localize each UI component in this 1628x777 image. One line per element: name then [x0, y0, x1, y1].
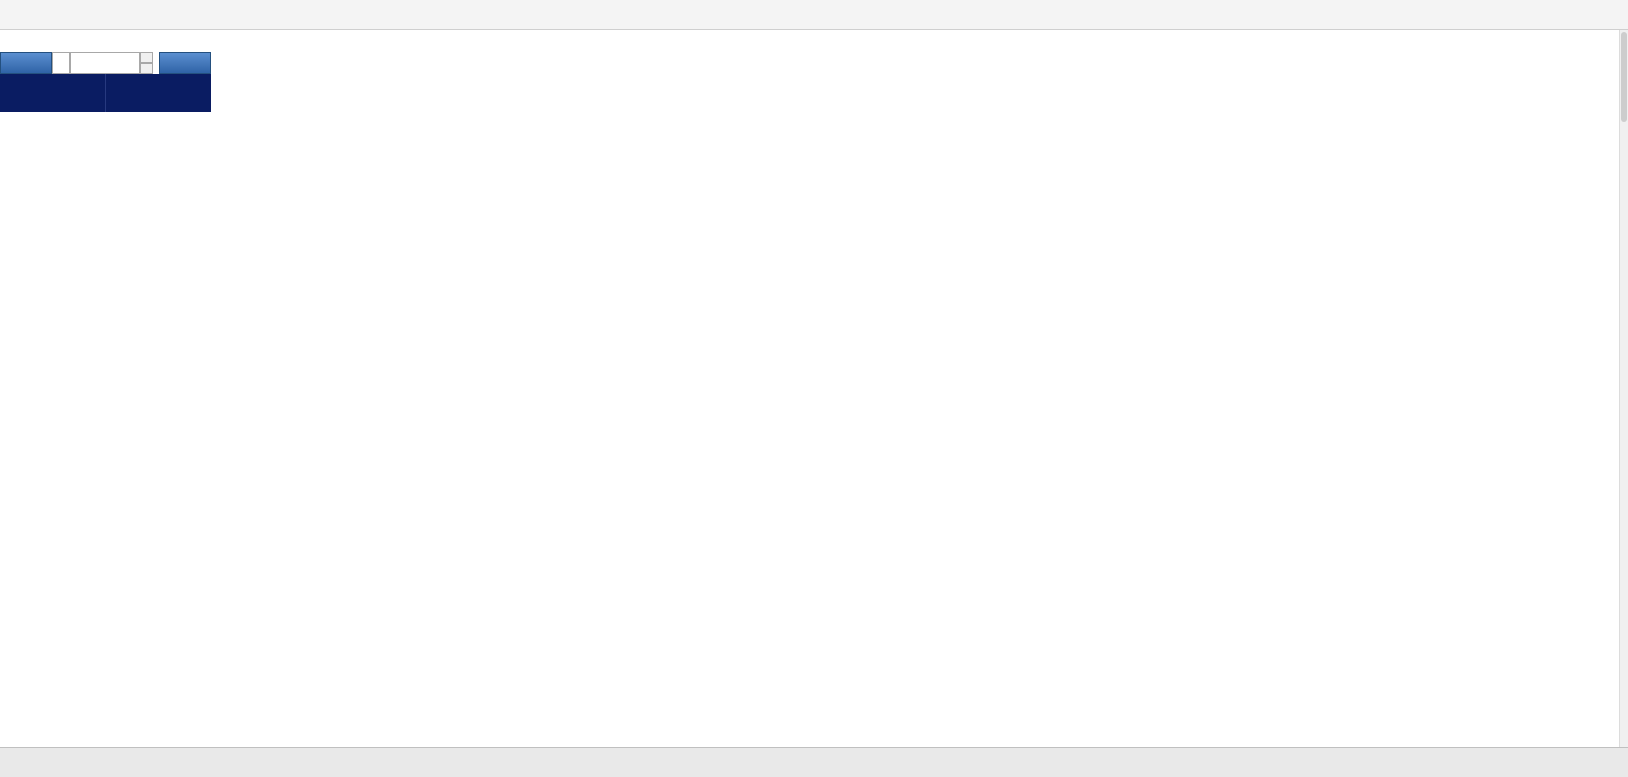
- volume-dropdown-button[interactable]: [52, 52, 70, 74]
- vertical-scrollbar[interactable]: [1619, 30, 1628, 747]
- bid-ask-display: [0, 74, 211, 112]
- macd-indicator-label: [6, 441, 14, 452]
- buy-price-display[interactable]: [106, 74, 211, 112]
- volume-decrease-button[interactable]: [140, 63, 153, 74]
- main-toolbar: [0, 0, 1628, 30]
- bottom-strip: [0, 747, 1628, 777]
- scrollbar-thumb[interactable]: [1621, 32, 1627, 122]
- sell-button[interactable]: [0, 52, 52, 74]
- volume-stepper: [140, 52, 153, 74]
- rsi-indicator-label: [6, 613, 10, 624]
- one-click-trading-panel: [0, 52, 211, 112]
- buy-button[interactable]: [159, 52, 211, 74]
- volume-increase-button[interactable]: [140, 52, 153, 63]
- trade-controls-row: [0, 52, 211, 74]
- volume-input[interactable]: [70, 52, 140, 74]
- sell-price-display[interactable]: [0, 74, 106, 112]
